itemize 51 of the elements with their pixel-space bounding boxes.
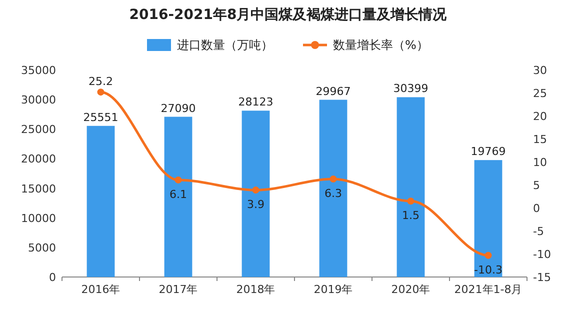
data-label: 28123 — [238, 96, 274, 109]
bar — [474, 160, 502, 277]
data-label: 19769 — [470, 145, 506, 158]
y2-tick-label: 10 — [533, 156, 547, 169]
bar — [242, 110, 270, 277]
x-tick-label: 2020年 — [391, 283, 430, 296]
data-label: 29967 — [316, 84, 351, 98]
data-label: 27090 — [160, 102, 196, 115]
y2-tick-label: 15 — [533, 133, 547, 146]
x-tick-label: 2019年 — [314, 283, 353, 296]
y2-tick-label: -15 — [533, 271, 551, 284]
point — [174, 176, 182, 184]
y-tick-label: 20000 — [21, 152, 56, 166]
data-label: 6.3 — [324, 187, 342, 200]
x-tick-label: 2016年 — [81, 283, 120, 296]
y-tick-label: 30000 — [21, 94, 56, 107]
y-tick-label: 25000 — [21, 123, 56, 136]
data-label: 1.5 — [402, 209, 420, 222]
y2-tick-label: 25 — [533, 87, 547, 100]
point — [97, 88, 104, 96]
data-label: 3.9 — [247, 198, 264, 212]
y2-tick-label: 30 — [533, 64, 547, 77]
point — [252, 186, 260, 194]
data-label: 25.2 — [88, 75, 113, 88]
chart-title: 2016-2021年8月中国煤及褐煤进口量及增长情况 — [129, 6, 448, 23]
y2-tick-label: -5 — [533, 225, 544, 238]
x-tick-label: 2018年 — [236, 283, 276, 296]
legend-label: 数量增长率（%） — [333, 38, 428, 52]
y-tick-label: 35000 — [21, 64, 56, 77]
data-label: 30399 — [393, 82, 428, 96]
y2-tick-label: -10 — [533, 248, 551, 261]
y-tick-label: 10000 — [21, 212, 56, 225]
point — [484, 252, 492, 259]
y2-tick-label: 5 — [533, 179, 540, 192]
y2-tick-label: 0 — [533, 202, 540, 215]
data-label: 6.1 — [170, 188, 187, 201]
legend-label: 进口数量（万吨） — [177, 38, 273, 52]
y-tick-label: 15000 — [21, 182, 56, 196]
bar — [86, 126, 115, 277]
bar — [164, 116, 192, 277]
bar — [319, 100, 348, 277]
point — [407, 198, 414, 205]
bar — [396, 97, 425, 277]
point — [330, 176, 337, 183]
y-tick-label: 0 — [49, 271, 56, 284]
data-label: 25551 — [83, 110, 118, 124]
x-tick-label: 2021年1-8月 — [454, 283, 522, 296]
data-label: -10.3 — [474, 263, 502, 276]
y2-tick-label: 20 — [533, 110, 547, 123]
x-tick-label: 2017年 — [158, 283, 198, 296]
y-tick-label: 5000 — [28, 241, 56, 254]
